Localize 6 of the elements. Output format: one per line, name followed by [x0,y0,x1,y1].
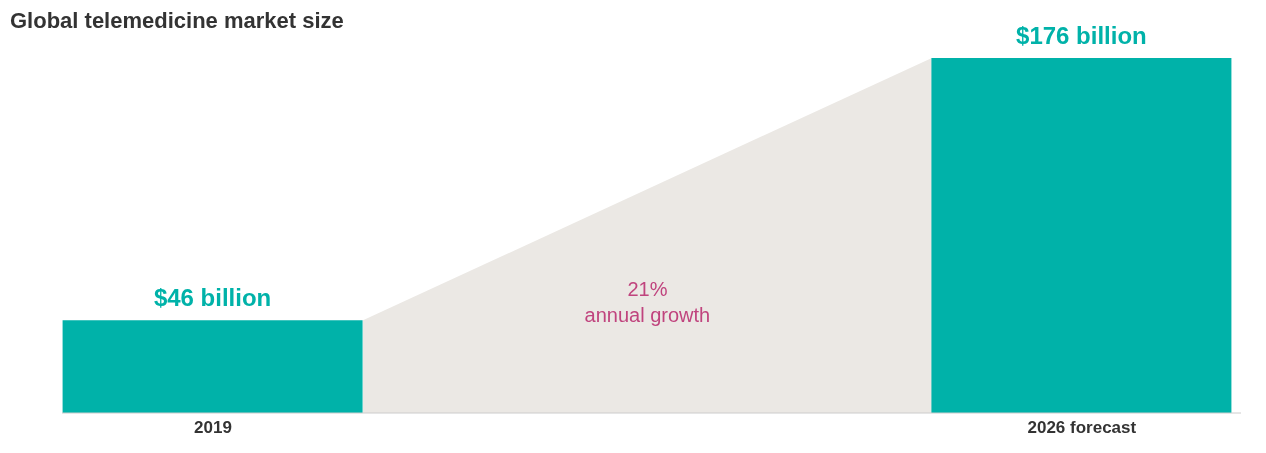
annotation: 21% annual growth [583,277,712,328]
data-label: $176 billion [1016,22,1147,49]
data-label: $46 billion [153,284,272,312]
x-tick-label: 2019 [194,418,232,438]
chart-title: Global telemedicine market size [10,8,344,34]
x-tick-label: 2026 forecast [1027,418,1137,438]
